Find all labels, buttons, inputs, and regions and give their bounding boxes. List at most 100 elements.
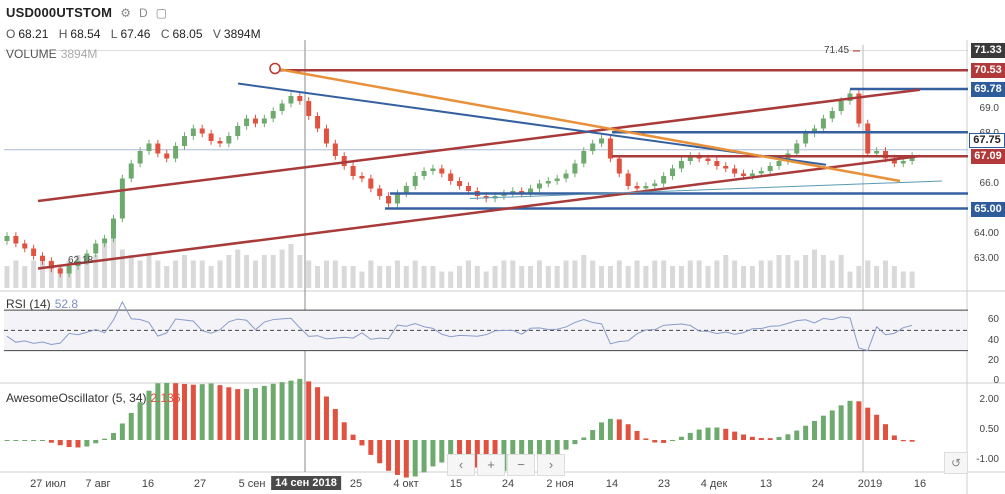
ao-bar [661,440,667,443]
ao-bar [93,440,99,444]
candle-body [57,268,63,274]
open-value: 68.21 [18,27,49,41]
ao-bar [829,410,835,440]
volume-bar [883,260,889,288]
date-axis-label: 5 сен [238,478,266,490]
reset-chart-button[interactable]: ↺ [944,452,968,474]
volume-bar [634,260,640,288]
ao-bar [394,440,400,475]
ao-bar [226,387,232,440]
candle-body [705,158,711,161]
volume-bar [412,260,418,288]
candle-body [714,161,720,166]
zoom-in-button[interactable]: + [477,454,505,476]
ao-bar [732,431,738,440]
candle-body [84,253,90,261]
price-level-tag[interactable]: 67.75 [969,132,1005,148]
ao-bar [536,440,542,462]
volume-bar [48,260,54,288]
ao-bar [412,440,418,477]
candle-body [909,156,915,161]
candle-body [386,196,392,204]
price-level-tag[interactable]: 70.53 [971,63,1005,79]
volume-bar [749,266,755,288]
candle-body [856,93,862,124]
volume-bar [84,260,90,288]
volume-bar [421,266,427,288]
scroll-forward-button[interactable]: › [537,454,565,476]
ao-bar [696,429,702,440]
volume-value: 3894M [223,27,261,41]
volume-bar [368,260,374,288]
volume-bar [572,260,578,288]
price-axis-label: 64.00 [973,227,999,239]
date-axis-label: 23 [657,478,671,490]
candle-body [687,156,693,161]
rsi-axis-label: 60 [987,314,999,326]
price-level-tag[interactable]: 71.33 [971,43,1005,59]
candle-body [891,158,897,164]
rsi-axis-label: 40 [987,334,999,346]
candle-body [776,161,782,166]
rsi-legend[interactable]: RSI (14) 52.8 [6,297,78,311]
ao-bar [794,430,800,440]
rsi-axis-label: 20 [987,354,999,366]
candle-body [820,118,826,129]
candle-body [226,136,232,144]
rsi-band [4,310,967,351]
volume-bar [323,260,329,288]
ao-bar [173,383,179,440]
price-level-tag[interactable]: 67.09 [971,149,1005,165]
ao-bar [13,440,19,441]
volume-study-value: 3894M [60,47,98,61]
ao-bar [581,437,587,440]
gear-icon[interactable]: ⚙ [120,5,131,20]
candle-body [368,178,374,189]
candle-body [457,181,463,186]
volume-legend[interactable]: VOLUME 3894M [6,47,97,61]
ao-bar [244,388,250,440]
interval-label[interactable]: D [138,5,148,20]
ao-bar [66,440,72,448]
volume-bar [625,266,631,288]
volume-bar [776,255,782,288]
candle-body [119,178,125,219]
scroll-back-button[interactable]: ‹ [447,454,475,476]
ao-bar [758,437,764,440]
ao-bar [776,436,782,440]
ao-bar [643,438,649,440]
volume-bar [4,266,10,288]
price-axis-label: 69.0 [979,102,999,114]
candle-body [794,143,800,154]
ao-bar [359,440,365,446]
date-axis-label: 16 [913,478,927,490]
candle-body [883,151,889,159]
volume-bar [439,271,445,288]
ao-bar [146,390,152,440]
square-icon[interactable]: ▢ [155,5,167,20]
volume-bar [244,255,250,288]
price-level-tag[interactable]: 65.00 [971,201,1005,217]
candle-body [439,168,445,174]
price-level-tag[interactable]: 69.78 [971,82,1005,97]
symbol-name[interactable]: USD000UTSTOM [6,5,113,20]
date-axis-label: 16 [141,478,155,490]
volume-bar [483,271,489,288]
volume-bar [93,255,99,288]
candle-body [146,143,152,151]
close-label: C [160,27,170,41]
volume-bar [492,266,498,288]
ao-bar [208,383,214,440]
ao-bar [48,440,54,443]
candle-body [4,236,10,241]
candle-body [634,186,640,189]
volume-bar [607,266,613,288]
zoom-out-button[interactable]: − [507,454,535,476]
ao-bar [235,389,241,440]
volume-bar [137,260,143,288]
volume-bar [75,255,81,288]
ao-bar [741,434,747,440]
candle-body [874,151,880,154]
ao-legend[interactable]: AwesomeOscillator (5, 34) 2.136 [6,391,181,405]
